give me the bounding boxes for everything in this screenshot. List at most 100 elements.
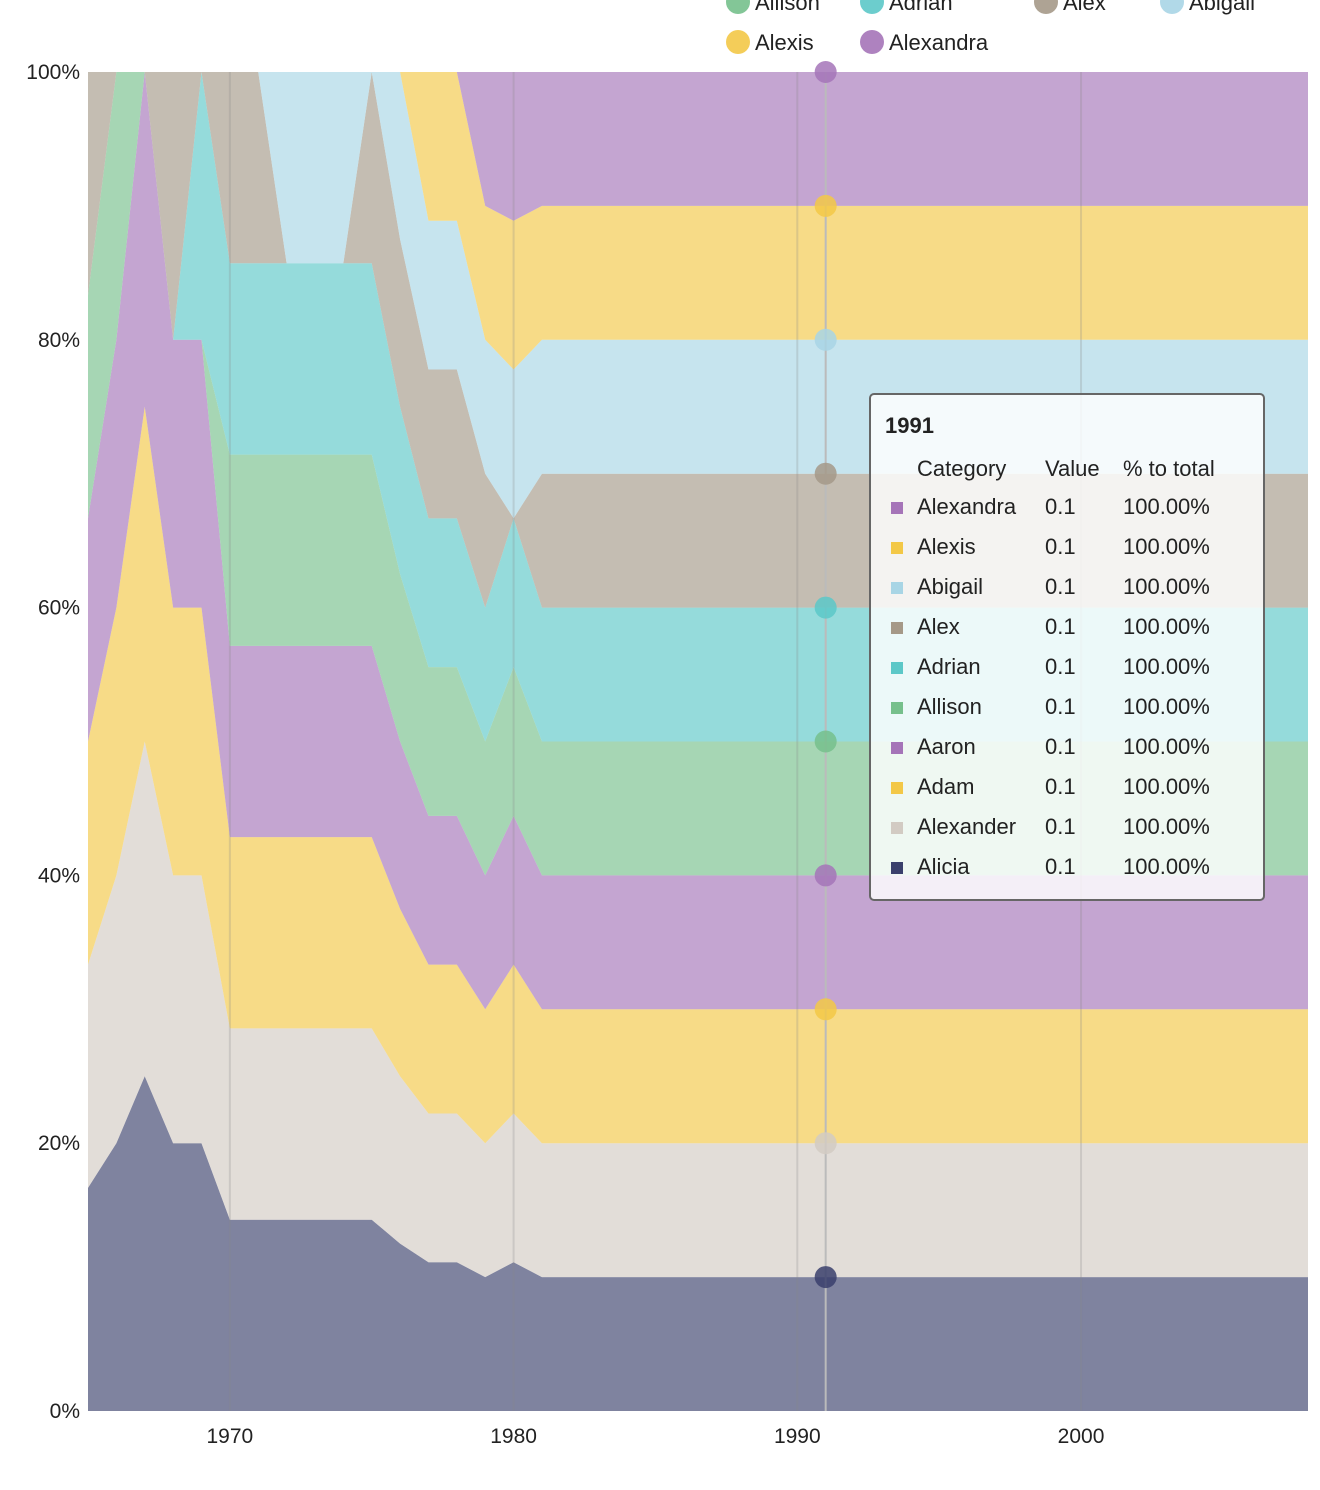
tooltip-swatch-square xyxy=(891,542,903,554)
tooltip-swatch xyxy=(885,487,917,527)
tooltip-table: Category Value % to total Alexandra 0.1 10… xyxy=(885,451,1215,887)
legend-label: Abigail xyxy=(1189,0,1255,15)
crosshair-layer xyxy=(814,61,837,1411)
tooltip-row: Adrian 0.1 100.00% xyxy=(885,647,1215,687)
area-alicia xyxy=(88,1076,1308,1411)
tooltip-category: Adam xyxy=(917,774,975,799)
tooltip-value: 0.1 xyxy=(1045,614,1076,639)
crosshair-marker-adrian xyxy=(814,596,837,619)
tooltip-value: 0.1 xyxy=(1045,854,1076,879)
tooltip-row: Alexis 0.1 100.00% xyxy=(885,527,1215,567)
tooltip-body: Alexandra 0.1 100.00% Alexis 0.1 100.00% Abiga… xyxy=(885,487,1215,887)
legend-marker xyxy=(726,30,750,54)
tooltip-category: Alexander xyxy=(917,814,1017,839)
tooltip-pct: 100.00% xyxy=(1123,854,1210,879)
tooltip-header-row: Category Value % to total xyxy=(885,451,1215,487)
crosshair-marker-adam xyxy=(814,998,837,1021)
area-aaron xyxy=(88,72,1308,1010)
crosshair-marker-alexandra xyxy=(814,61,837,83)
x-tick-label: 2000 xyxy=(1058,1425,1105,1448)
legend-label: Allison xyxy=(755,0,820,15)
tooltip-pct: 100.00% xyxy=(1123,614,1210,639)
tooltip-row: Alicia 0.1 100.00% xyxy=(885,847,1215,887)
tooltip-swatch-square xyxy=(891,662,903,674)
tooltip-row: Adam 0.1 100.00% xyxy=(885,767,1215,807)
crosshair-marker-abigail xyxy=(814,328,837,351)
legend-item-alex[interactable]: Alex xyxy=(1034,0,1106,15)
area-adam xyxy=(88,406,1308,1144)
area-alex xyxy=(88,72,1308,608)
crosshair-marker-alexis xyxy=(814,194,837,217)
tooltip-swatch-square xyxy=(891,702,903,714)
tooltip-swatch-square xyxy=(891,502,903,514)
tooltip-pct-header: % to total xyxy=(1123,456,1215,481)
tooltip-title: 1991 xyxy=(885,413,934,438)
y-tick-label: 40% xyxy=(38,864,80,887)
area-layer xyxy=(88,72,1308,1411)
area-alexis xyxy=(88,72,1308,370)
tooltip-value: 0.1 xyxy=(1045,534,1076,559)
tooltip-value: 0.1 xyxy=(1045,694,1076,719)
legend-label: Alexis xyxy=(755,30,814,55)
legend-label: Adrian xyxy=(889,0,953,15)
tooltip-value: 0.1 xyxy=(1045,814,1076,839)
crosshair-marker-alexander xyxy=(814,1132,837,1155)
tooltip-row: Aaron 0.1 100.00% xyxy=(885,727,1215,767)
tooltip-pct: 100.00% xyxy=(1123,494,1210,519)
tooltip-pct: 100.00% xyxy=(1123,574,1210,599)
tooltip-value: 0.1 xyxy=(1045,574,1076,599)
legend-marker xyxy=(860,0,884,14)
tooltip-swatch-square xyxy=(891,822,903,834)
tooltip-row: Alexander 0.1 100.00% xyxy=(885,807,1215,847)
legend-item-abigail[interactable]: Abigail xyxy=(1160,0,1255,15)
y-tick-label: 100% xyxy=(26,61,80,84)
tooltip-category: Alexandra xyxy=(917,494,1017,519)
tooltip-swatch xyxy=(885,767,917,807)
tooltip-value: 0.1 xyxy=(1045,494,1076,519)
axes-layer: 1970 1980 1990 2000 0% 20% 40% 60% 80% 100% xyxy=(26,61,1104,1448)
x-tick-label: 1990 xyxy=(774,1425,821,1448)
tooltip-category: Alicia xyxy=(917,854,970,879)
legend-item-alexandra[interactable]: Alexandra xyxy=(860,30,989,55)
tooltip-category: Allison xyxy=(917,694,982,719)
tooltip-pct: 100.00% xyxy=(1123,734,1210,759)
tooltip-value: 0.1 xyxy=(1045,654,1076,679)
tooltip-swatch xyxy=(885,807,917,847)
legend-item-allison[interactable]: Allison xyxy=(726,0,820,15)
area-alexandra xyxy=(88,72,1308,221)
tooltip-swatch-header xyxy=(885,451,917,487)
y-tick-label: 0% xyxy=(50,1400,80,1423)
tooltip-swatch xyxy=(885,567,917,607)
tooltip-row: Alexandra 0.1 100.00% xyxy=(885,487,1215,527)
tooltip-category-header: Category xyxy=(917,456,1007,481)
legend-item-adrian[interactable]: Adrian xyxy=(860,0,953,15)
crosshair-marker-alicia xyxy=(814,1266,837,1289)
legend-item-alexis[interactable]: Alexis xyxy=(726,30,814,55)
tooltip-swatch xyxy=(885,727,917,767)
tooltip-value-header: Value xyxy=(1045,456,1100,481)
tooltip-category: Aaron xyxy=(917,734,976,759)
tooltip-swatch-square xyxy=(891,862,903,874)
legend-label: Alexandra xyxy=(889,30,989,55)
tooltip-category: Adrian xyxy=(917,654,981,679)
legend[interactable]: Allison Adrian Alex Abigail Alexis Alexandra xyxy=(726,0,1255,55)
tooltip-swatch-square xyxy=(891,622,903,634)
y-tick-label: 20% xyxy=(38,1132,80,1155)
tooltip-row: Allison 0.1 100.00% xyxy=(885,687,1215,727)
tooltip-swatch xyxy=(885,527,917,567)
legend-marker xyxy=(726,0,750,14)
tooltip-swatch-square xyxy=(891,582,903,594)
legend-marker xyxy=(1160,0,1184,14)
tooltip-row: Abigail 0.1 100.00% xyxy=(885,567,1215,607)
y-tick-label: 60% xyxy=(38,597,80,620)
tooltip-swatch-square xyxy=(891,742,903,754)
x-tick-label: 1970 xyxy=(207,1425,254,1448)
legend-marker xyxy=(860,30,884,54)
y-tick-label: 80% xyxy=(38,329,80,352)
tooltip-pct: 100.00% xyxy=(1123,814,1210,839)
legend-label: Alex xyxy=(1063,0,1106,15)
tooltip-swatch-square xyxy=(891,782,903,794)
tooltip-pct: 100.00% xyxy=(1123,774,1210,799)
tooltip-pct: 100.00% xyxy=(1123,534,1210,559)
tooltip-pct: 100.00% xyxy=(1123,654,1210,679)
